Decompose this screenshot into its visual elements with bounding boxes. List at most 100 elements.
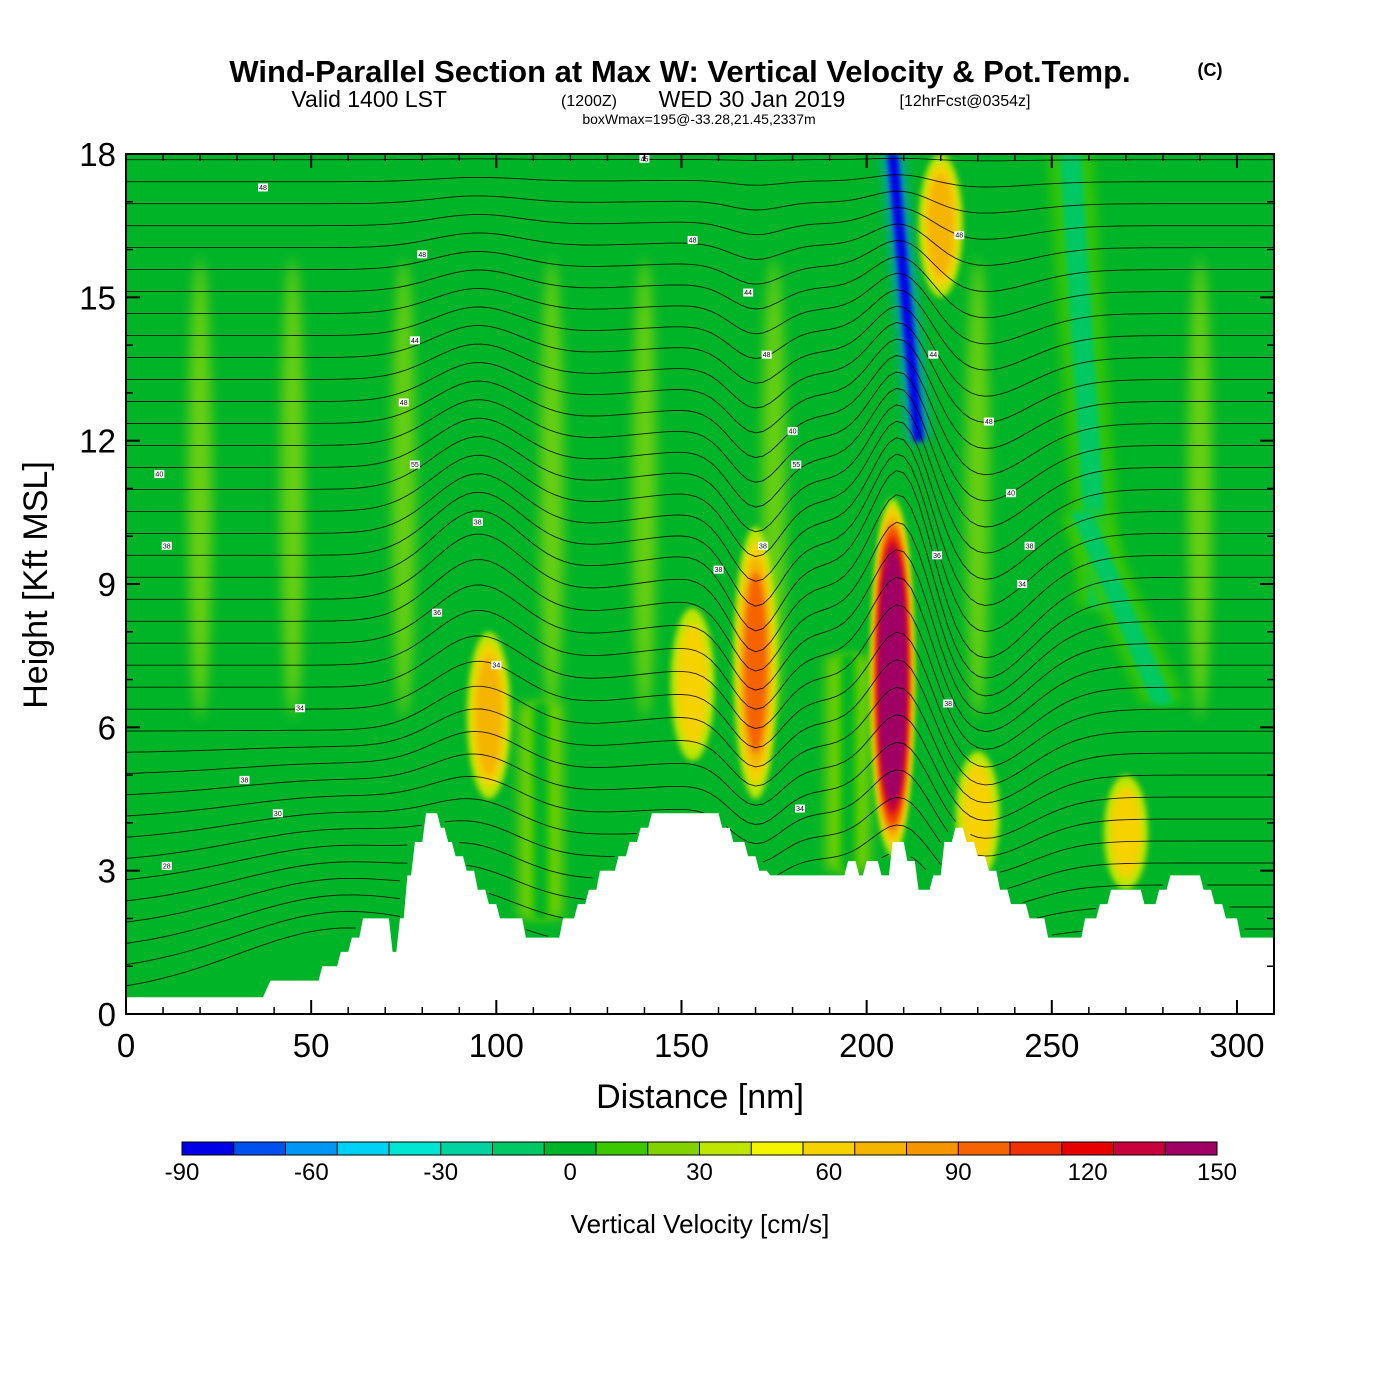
theta-contour-line bbox=[126, 404, 1274, 554]
colorbar-frame bbox=[181, 1141, 1218, 1156]
contour-label-bg bbox=[954, 231, 965, 240]
contour-label-text: 40 bbox=[155, 472, 163, 479]
theta-contour-line bbox=[126, 714, 1274, 821]
y-tick-label: 3 bbox=[98, 853, 116, 890]
terrain-mask bbox=[126, 813, 1274, 1014]
colorbar-swatch bbox=[337, 1142, 390, 1155]
theta-contour-line bbox=[126, 371, 1274, 502]
colorbar-swatch bbox=[1165, 1142, 1218, 1155]
colorbar-swatch bbox=[854, 1142, 907, 1155]
x-tick-label: 250 bbox=[1024, 1027, 1079, 1064]
theta-contour-line bbox=[126, 256, 1274, 319]
colorbar-swatch bbox=[440, 1142, 493, 1155]
contour-label: 38 bbox=[472, 517, 483, 526]
contour-label-bg bbox=[757, 541, 768, 550]
contour-label-text: 48 bbox=[955, 233, 963, 240]
colorbar-swatch bbox=[1061, 1142, 1114, 1155]
downdraft-core bbox=[890, 154, 921, 441]
contour-label-text: 44 bbox=[929, 352, 937, 359]
theta-contours bbox=[126, 157, 1274, 986]
contour-label-bg bbox=[239, 775, 250, 784]
contour-label-text: 30 bbox=[274, 811, 282, 818]
contour-label: 38 bbox=[713, 565, 724, 574]
contour-label: 48 bbox=[983, 417, 994, 426]
colorbar-swatch bbox=[699, 1142, 752, 1155]
contour-label: 38 bbox=[943, 699, 954, 708]
updraft-column bbox=[1103, 775, 1148, 890]
contour-label: 48 bbox=[258, 183, 269, 192]
contour-label-bg bbox=[787, 427, 798, 436]
contour-label-text: 38 bbox=[944, 701, 952, 708]
x-tick-label: 100 bbox=[469, 1027, 524, 1064]
contour-label: 55 bbox=[791, 460, 802, 469]
contour-label-bg bbox=[932, 551, 943, 560]
contour-label: 40 bbox=[1006, 489, 1017, 498]
colorbar-swatch bbox=[544, 1142, 597, 1155]
contour-label-bg bbox=[161, 861, 172, 870]
colorbar-swatch bbox=[1010, 1142, 1063, 1155]
contour-label-text: 38 bbox=[1026, 543, 1034, 550]
contour-label-bg bbox=[154, 470, 165, 479]
contour-label-text: 38 bbox=[163, 543, 171, 550]
colorbar-tick-label: -60 bbox=[294, 1159, 329, 1186]
contour-label-bg bbox=[472, 517, 483, 526]
theta-contour-line bbox=[126, 769, 1274, 857]
y-tick-label: 6 bbox=[98, 709, 116, 746]
contour-label-bg bbox=[409, 336, 420, 345]
velocity-field bbox=[188, 154, 1212, 919]
x-tick-label: 150 bbox=[654, 1027, 709, 1064]
y-axis-title: Height [Kft MSL] bbox=[17, 461, 55, 709]
terrain bbox=[126, 813, 1274, 1014]
y-tick-label: 9 bbox=[98, 566, 116, 603]
contour-label-text: 48 bbox=[259, 185, 267, 192]
contour-label: 36 bbox=[932, 551, 943, 560]
theta-contour-line bbox=[126, 157, 1274, 162]
theta-contour-line bbox=[126, 842, 1274, 904]
weak-updraft-band bbox=[280, 258, 305, 719]
theta-contour-line bbox=[126, 686, 1274, 804]
colorbar-tick-label: 60 bbox=[816, 1159, 843, 1186]
contour-label: 48 bbox=[761, 350, 772, 359]
contour-label-bg bbox=[295, 704, 306, 713]
colorbar-swatch bbox=[285, 1142, 338, 1155]
theta-contour-line bbox=[126, 453, 1274, 633]
colorbar-tick-label: 120 bbox=[1068, 1159, 1108, 1186]
contour-label: 34 bbox=[295, 704, 306, 713]
theta-contour-line bbox=[126, 631, 1274, 768]
colorbar-swatch bbox=[751, 1142, 804, 1155]
contour-label-text: 36 bbox=[433, 610, 441, 617]
theta-contour-line bbox=[126, 420, 1274, 580]
contour-label-bg bbox=[983, 417, 994, 426]
updraft-level bbox=[962, 764, 994, 868]
theta-contour-line bbox=[126, 305, 1274, 397]
contour-label-text: 55 bbox=[411, 462, 419, 469]
colorbar-tick-label: 30 bbox=[686, 1159, 713, 1186]
valid-time: Valid 1400 LST bbox=[291, 86, 447, 112]
contour-label-text: 40 bbox=[789, 429, 797, 436]
downdraft-region bbox=[518, 703, 563, 919]
updraft-column bbox=[670, 607, 715, 761]
contour-label: 44 bbox=[409, 336, 420, 345]
copyright-mark: (C) bbox=[1198, 60, 1223, 80]
contour-label-bg bbox=[687, 236, 698, 244]
weak-updraft-band bbox=[188, 258, 213, 719]
contour-label: 40 bbox=[154, 470, 165, 479]
colorbar-tick-label: -30 bbox=[423, 1159, 458, 1186]
theta-contour-line bbox=[126, 741, 1274, 839]
theta-contour-line bbox=[126, 470, 1274, 659]
theta-contour-line bbox=[126, 549, 1274, 715]
theta-contour-line bbox=[126, 322, 1274, 423]
zulu-time: (1200Z) bbox=[561, 93, 617, 110]
contour-label-text: 48 bbox=[400, 400, 408, 407]
contour-label-text: 48 bbox=[689, 238, 697, 245]
y-tick-label: 0 bbox=[98, 996, 116, 1033]
downdraft-core bbox=[842, 655, 854, 871]
theta-contour-line bbox=[126, 910, 401, 966]
contour-label: 44 bbox=[928, 350, 939, 359]
contour-label: 44 bbox=[743, 288, 754, 297]
contour-label-text: 44 bbox=[744, 290, 752, 297]
contour-label-bg bbox=[432, 608, 443, 617]
valid-date: WED 30 Jan 2019 bbox=[659, 86, 846, 112]
y-tick-label: 15 bbox=[79, 279, 116, 316]
updraft-level bbox=[927, 174, 954, 277]
